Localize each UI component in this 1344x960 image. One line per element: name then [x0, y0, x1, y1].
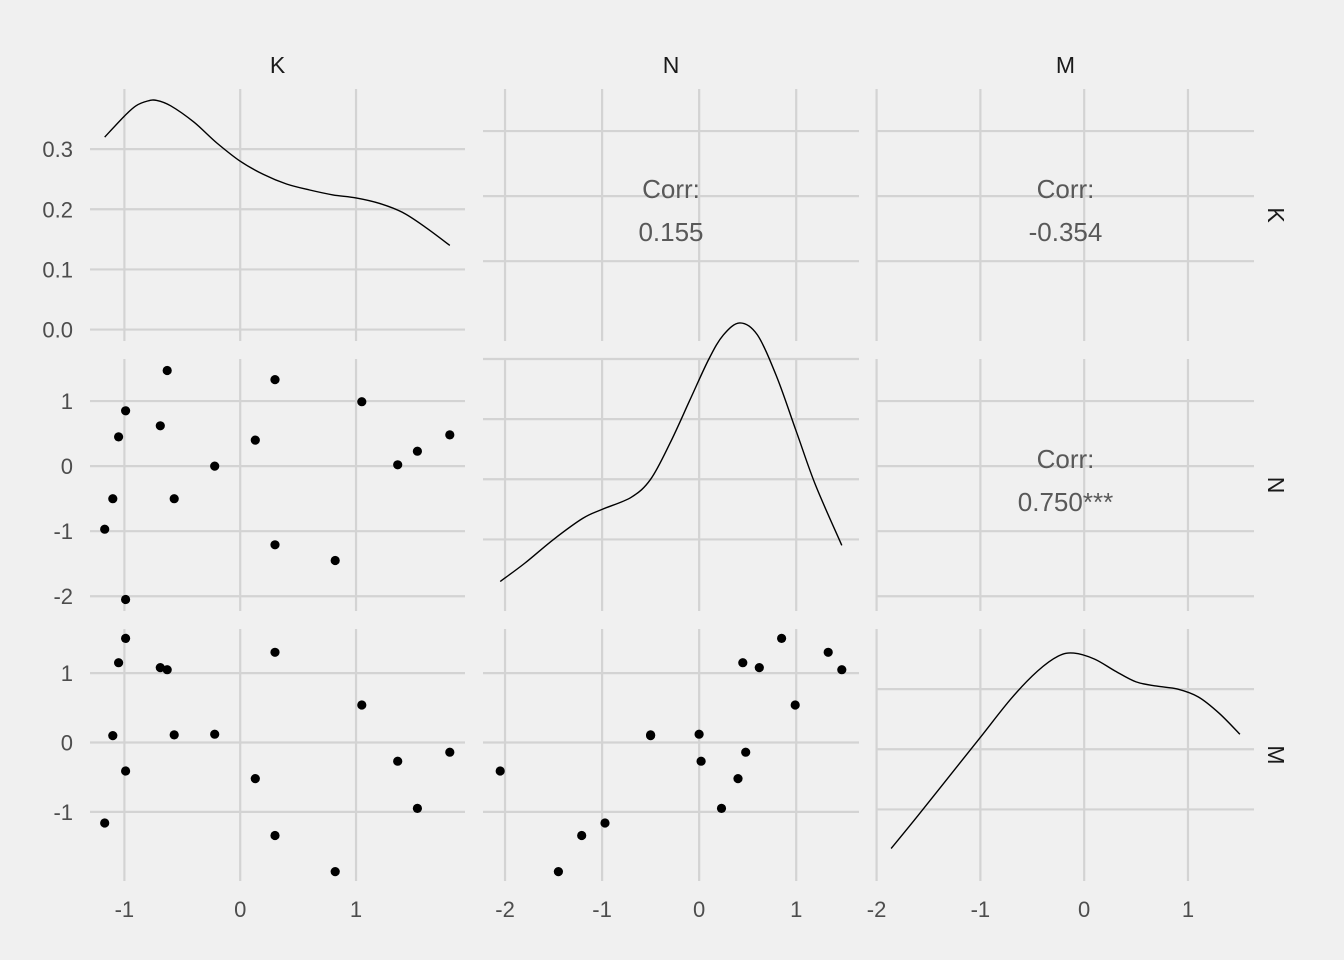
- x-tick-label: -2: [867, 897, 887, 922]
- scatter-point-M-vs-N: [495, 766, 505, 776]
- scatter-point-N-vs-K: [114, 432, 124, 442]
- scatter-point-N-vs-K: [445, 430, 455, 440]
- scatter-point-N-vs-K: [250, 435, 260, 445]
- y-tick-label: -2: [53, 584, 73, 609]
- scatter-point-M-vs-N: [823, 647, 833, 657]
- scatter-point-M-vs-K: [121, 633, 131, 644]
- scatter-point-M-vs-N: [754, 663, 764, 673]
- scatter-point-M-vs-K: [357, 700, 367, 710]
- scatter-point-N-vs-K: [169, 494, 179, 504]
- x-tick-label: 1: [790, 897, 802, 922]
- scatter-point-M-vs-K: [121, 766, 131, 776]
- scatter-point-M-vs-N: [696, 756, 706, 766]
- scatter-point-M-vs-N: [738, 658, 748, 668]
- x-tick-label: 0: [1078, 897, 1090, 922]
- scatter-point-N-vs-K: [210, 461, 220, 471]
- scatter-point-M-vs-K: [250, 774, 260, 784]
- y-tick-label: -1: [53, 800, 73, 825]
- y-tick-label: 0: [61, 731, 73, 756]
- y-tick-label: 1: [61, 661, 73, 686]
- density-curve-K: [104, 99, 451, 246]
- scatter-point-M-vs-N: [694, 729, 704, 739]
- scatter-point-M-vs-K: [100, 818, 110, 828]
- scatter-point-M-vs-K: [330, 867, 340, 877]
- scatter-point-M-vs-K: [155, 663, 165, 673]
- scatter-point-M-vs-K: [108, 731, 118, 741]
- correlation-label: Corr:: [1037, 444, 1095, 474]
- row-strip-label-N: N: [1263, 477, 1289, 494]
- correlation-value: -0.354: [1029, 217, 1103, 247]
- column-strip-label-M: M: [1056, 52, 1075, 78]
- y-tick-label: -1: [53, 519, 73, 544]
- x-tick-label: -2: [495, 897, 515, 922]
- scatter-point-N-vs-K: [270, 375, 280, 385]
- scatter-point-N-vs-K: [100, 524, 110, 534]
- scatter-point-N-vs-K: [108, 494, 118, 504]
- y-tick-label: 0.3: [42, 137, 73, 162]
- scatter-point-M-vs-N: [790, 700, 800, 710]
- row-strip-label-M: M: [1263, 745, 1289, 764]
- scatter-point-M-vs-N: [646, 730, 656, 740]
- scatter-point-M-vs-K: [210, 729, 220, 739]
- scatter-point-N-vs-K: [121, 594, 131, 605]
- scatter-point-N-vs-K: [393, 460, 403, 470]
- scatter-point-M-vs-N: [733, 774, 743, 784]
- row-strip-label-K: K: [1263, 207, 1289, 223]
- scatter-point-N-vs-K: [155, 421, 165, 431]
- x-tick-label: -1: [592, 897, 612, 922]
- column-strip-label-N: N: [663, 52, 680, 78]
- scatter-point-M-vs-K: [270, 647, 280, 657]
- y-tick-label: 0.0: [42, 318, 73, 343]
- scatter-point-M-vs-N: [741, 747, 751, 757]
- x-tick-label: -1: [971, 897, 991, 922]
- scatter-point-N-vs-K: [357, 397, 367, 407]
- scatter-point-M-vs-N: [837, 665, 847, 675]
- density-curve-N: [499, 322, 843, 583]
- column-strip-label-K: K: [270, 52, 286, 78]
- correlation-value: 0.155: [638, 217, 703, 247]
- x-tick-label: 1: [1182, 897, 1194, 922]
- scatter-point-M-vs-N: [777, 633, 787, 644]
- scatter-point-M-vs-N: [577, 830, 587, 841]
- scatter-point-M-vs-K: [412, 803, 422, 814]
- scatter-point-N-vs-K: [162, 365, 172, 376]
- correlation-label: Corr:: [1037, 174, 1095, 204]
- scatter-point-N-vs-K: [121, 406, 131, 416]
- correlation-value: 0.750***: [1018, 487, 1113, 517]
- scatter-point-M-vs-N: [600, 818, 610, 828]
- x-tick-label: 0: [693, 897, 705, 922]
- x-tick-label: -1: [115, 897, 135, 922]
- scatter-point-N-vs-K: [412, 446, 422, 456]
- scatter-point-M-vs-K: [162, 665, 172, 675]
- y-tick-label: 0.2: [42, 197, 73, 222]
- y-tick-label: 0: [61, 454, 73, 479]
- scatter-point-M-vs-N: [716, 803, 727, 814]
- scatter-point-N-vs-K: [270, 540, 280, 550]
- scatter-point-M-vs-K: [393, 756, 403, 766]
- scatter-point-M-vs-K: [445, 747, 455, 757]
- y-tick-label: 0.1: [42, 257, 73, 282]
- density-curve-M: [890, 652, 1241, 849]
- y-tick-label: 1: [61, 389, 73, 414]
- scatter-point-M-vs-K: [169, 730, 179, 740]
- scatter-point-M-vs-K: [270, 830, 280, 841]
- correlation-label: Corr:: [642, 174, 700, 204]
- x-tick-label: 1: [350, 897, 362, 922]
- scatter-point-M-vs-N: [553, 867, 564, 877]
- x-tick-label: 0: [234, 897, 246, 922]
- scatter-point-M-vs-K: [114, 658, 124, 668]
- scatter-point-N-vs-K: [330, 555, 340, 566]
